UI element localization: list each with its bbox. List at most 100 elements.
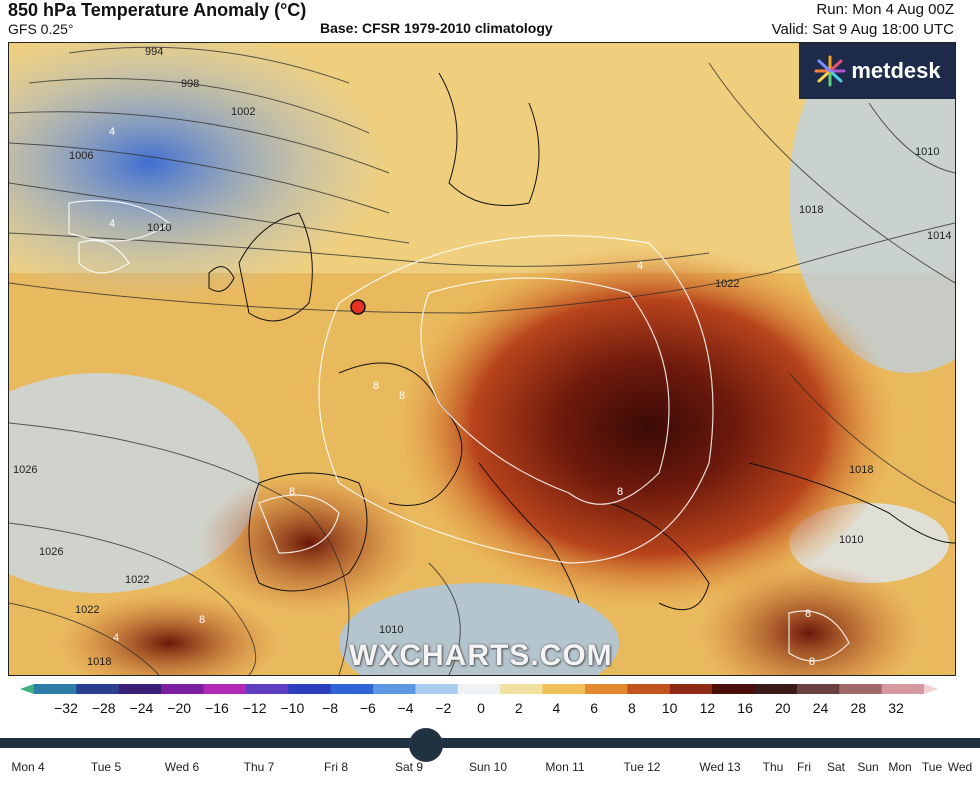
isobar-label: 1022 bbox=[75, 604, 99, 616]
wxcharts-watermark: WXCHARTS.COM bbox=[349, 639, 613, 672]
anomaly-labels: 4 4 4 8 8 8 8 8 8 4 8 bbox=[109, 126, 815, 668]
header-left: 850 hPa Temperature Anomaly (°C) GFS 0.2… bbox=[8, 0, 306, 38]
isobar-label: 994 bbox=[145, 46, 163, 58]
timeline-day-label[interactable]: Tue bbox=[921, 760, 943, 774]
color-scale-segment bbox=[34, 684, 77, 694]
color-scale-tick-label: 32 bbox=[888, 700, 904, 716]
timeline-day-labels: Mon 4 Tue 5 Wed 6 Thu 7 Fri 8 Sat 9 Sun 10 Mon … bbox=[0, 760, 980, 778]
color-scale-tick-label: −12 bbox=[242, 700, 267, 716]
color-scale-segment bbox=[330, 684, 374, 694]
color-scale-segment bbox=[161, 684, 205, 694]
timeline-track[interactable] bbox=[0, 738, 980, 748]
timeline-day-label[interactable]: Tue 12 bbox=[623, 760, 661, 774]
color-scale-tick-label: −10 bbox=[280, 700, 305, 716]
isobar-label: 1010 bbox=[147, 222, 171, 234]
timeline-day-label[interactable]: Mon 11 bbox=[545, 760, 585, 774]
isobar-label: 1026 bbox=[39, 546, 63, 558]
isobar-label: 1010 bbox=[839, 534, 863, 546]
model-label: GFS 0.25° bbox=[8, 21, 74, 37]
warm-anomaly-iberia bbox=[199, 473, 419, 613]
color-scale-tick-label: 20 bbox=[775, 700, 791, 716]
color-scale-segment bbox=[627, 684, 671, 694]
metdesk-logo: metdesk bbox=[799, 43, 955, 99]
isobar-label: 1002 bbox=[231, 106, 255, 118]
color-scale-segment bbox=[203, 684, 247, 694]
timeline-day-label[interactable]: Sat 9 bbox=[394, 760, 424, 774]
anomaly-label: 8 bbox=[399, 390, 405, 402]
anomaly-label: 8 bbox=[289, 486, 295, 498]
anomaly-isolines bbox=[68, 199, 850, 662]
timeline-day-label[interactable]: Fri bbox=[797, 760, 811, 774]
isobar-label: 1010 bbox=[915, 146, 939, 158]
map-canvas: 994 998 1002 1006 1010 1010 1014 1018 10… bbox=[9, 43, 955, 675]
isobar-label: 1026 bbox=[13, 464, 37, 476]
color-scale-tick-label: 10 bbox=[661, 700, 678, 716]
isobar-label: 1018 bbox=[849, 464, 873, 476]
color-scale-tick-label: −6 bbox=[359, 700, 376, 716]
pressure-labels: 994 998 1002 1006 1010 1010 1014 1018 10… bbox=[13, 46, 951, 668]
timeline-day-label[interactable]: Wed 13 bbox=[699, 760, 741, 774]
color-scale-segment bbox=[415, 684, 459, 694]
metdesk-wordmark: metdesk bbox=[851, 58, 941, 83]
timeline-slider-knob[interactable] bbox=[409, 728, 443, 762]
color-scale-right-arrow bbox=[924, 684, 938, 694]
color-scale-segment bbox=[669, 684, 713, 694]
timeline-day-label[interactable]: Tue 5 bbox=[90, 760, 122, 774]
color-scale-tick-label: −8 bbox=[322, 700, 339, 716]
timeline-day-label[interactable]: Thu 7 bbox=[243, 760, 275, 774]
anomaly-label: 4 bbox=[637, 260, 643, 272]
color-scale-left-arrow bbox=[20, 684, 34, 694]
location-marker[interactable] bbox=[350, 299, 366, 315]
color-scale-tick-label: 16 bbox=[737, 700, 753, 716]
color-scale-segment bbox=[796, 684, 840, 694]
anomaly-label: 8 bbox=[805, 608, 811, 620]
color-scale-segment bbox=[542, 684, 586, 694]
color-scale-tick-label: −4 bbox=[397, 700, 414, 716]
isobars bbox=[9, 46, 955, 675]
color-scale-tick-label: 6 bbox=[590, 700, 599, 716]
color-scale-segment bbox=[839, 684, 883, 694]
color-scale-segment bbox=[457, 684, 501, 694]
color-scale-tick-label: −20 bbox=[167, 700, 192, 716]
color-scale-tick-label: 2 bbox=[514, 700, 523, 716]
color-scale-tick-label: 0 bbox=[477, 700, 485, 716]
chart-title: 850 hPa Temperature Anomaly (°C) bbox=[8, 0, 307, 20]
anomaly-label: 4 bbox=[113, 632, 119, 644]
color-scale-tick-label: −2 bbox=[435, 700, 452, 716]
color-scale-segment bbox=[373, 684, 416, 694]
color-scale-tick-label: 28 bbox=[850, 700, 867, 716]
color-scale-tick-label: −24 bbox=[129, 700, 154, 716]
color-scale-bar bbox=[20, 684, 938, 694]
isobar-label: 1022 bbox=[125, 574, 149, 586]
timeline-day-label[interactable]: Wed 6 bbox=[164, 760, 200, 774]
isobar-label: 1006 bbox=[69, 150, 93, 162]
timeline-day-label[interactable]: Sat bbox=[826, 760, 846, 774]
timeline-day-label[interactable]: Sun bbox=[857, 760, 879, 774]
timeline-day-label[interactable]: Sun 10 bbox=[468, 760, 508, 774]
timeline-day-label[interactable]: Mon bbox=[888, 760, 912, 774]
timeline-day-label[interactable]: Mon 4 bbox=[11, 760, 45, 774]
coastlines bbox=[208, 72, 955, 611]
anomaly-label: 8 bbox=[809, 656, 815, 668]
color-scale-segment bbox=[500, 684, 544, 694]
color-scale-tick-label: 24 bbox=[812, 700, 829, 716]
anomaly-label: 8 bbox=[373, 380, 379, 392]
warm-anomaly-southeast bbox=[699, 563, 919, 675]
color-scale-segment bbox=[881, 684, 925, 694]
timeline-day-label[interactable]: Wed bbox=[947, 760, 973, 774]
anomaly-map[interactable]: 994 998 1002 1006 1010 1010 1014 1018 10… bbox=[8, 42, 956, 676]
isobar-label: 1014 bbox=[927, 230, 951, 242]
isobar-label: 1018 bbox=[87, 656, 111, 668]
isobar-label: 1018 bbox=[799, 204, 823, 216]
color-scale-tick-label: 12 bbox=[699, 700, 716, 716]
anomaly-label: 4 bbox=[109, 218, 115, 230]
color-scale-segment bbox=[76, 684, 120, 694]
color-scale-ticks: −32 −28 −24 −20 −16 −12 −10 −8 −6 −4 −2 0 2 4 6 8 10 12 16… bbox=[0, 700, 980, 720]
anomaly-label: 4 bbox=[109, 126, 115, 138]
timeline-day-label[interactable]: Fri 8 bbox=[324, 760, 348, 774]
timeline-day-label[interactable]: Thu bbox=[762, 760, 784, 774]
color-scale-segment bbox=[245, 684, 289, 694]
isobar-label: 1010 bbox=[379, 624, 403, 636]
color-scale-segment bbox=[754, 684, 798, 694]
color-scale-segment bbox=[288, 684, 332, 694]
